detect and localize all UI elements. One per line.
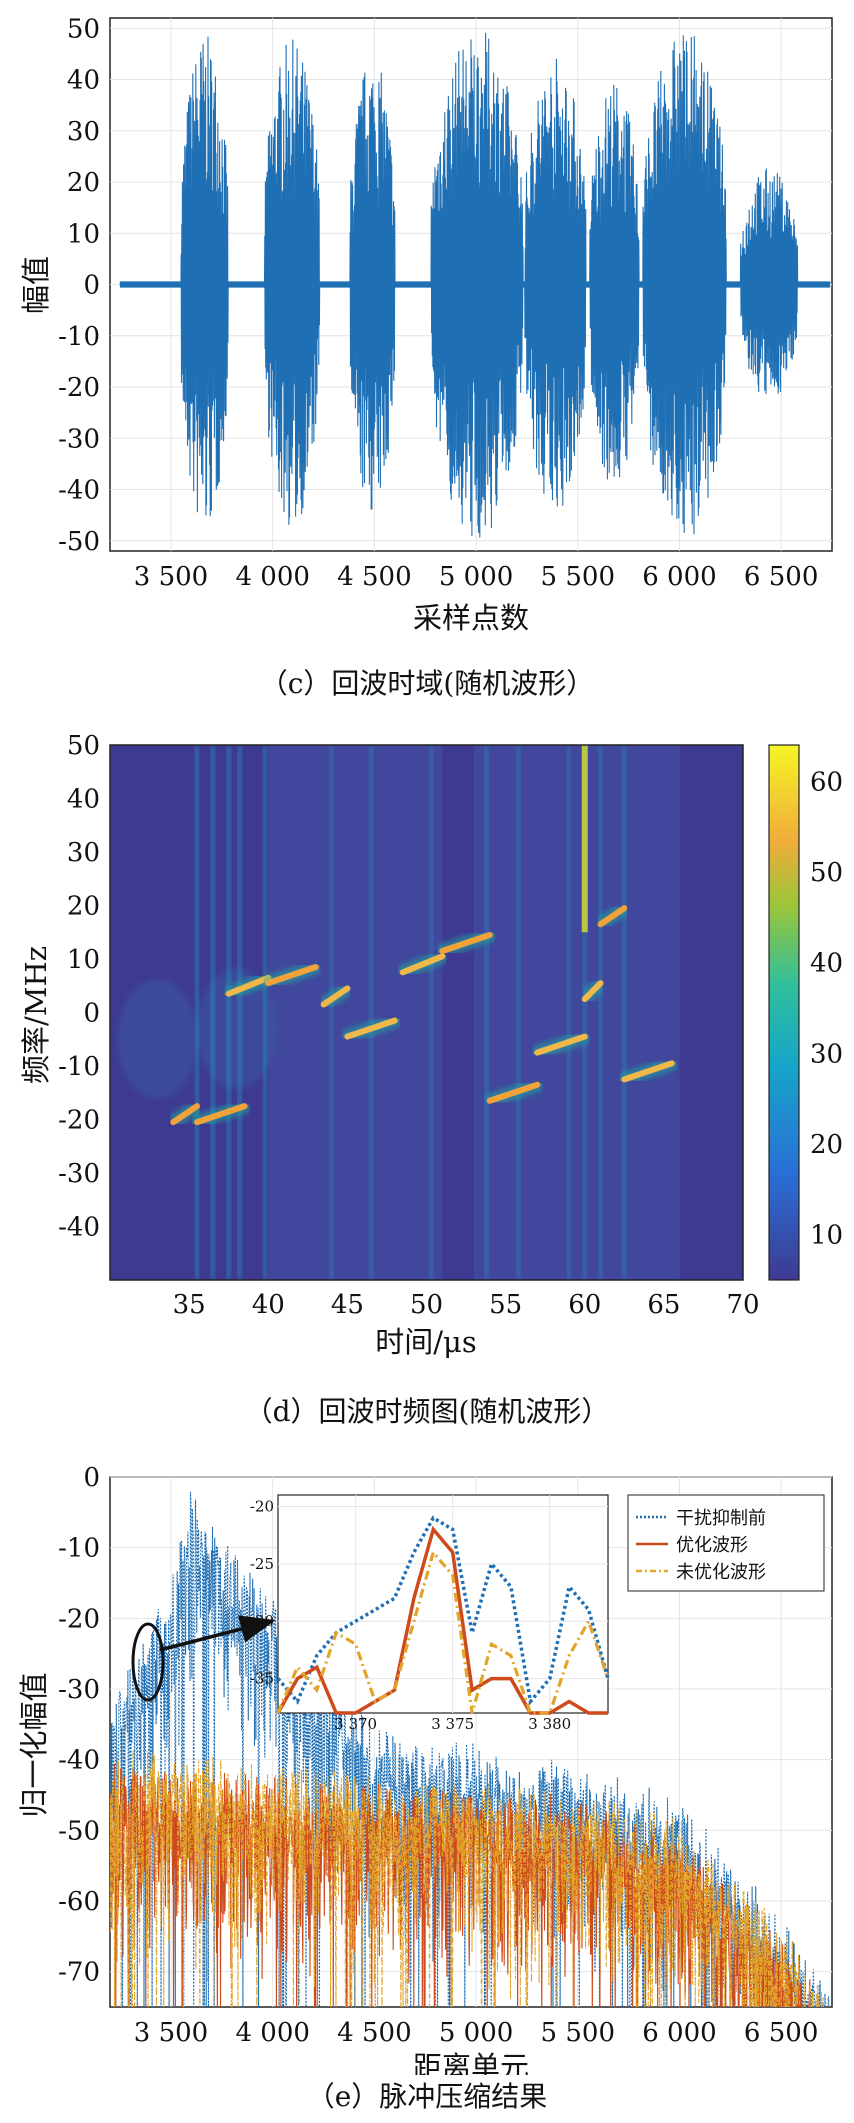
- legend: 干扰抑制前 优化波形 未优化波形: [627, 1494, 825, 1592]
- d-ytick-label: -20: [58, 1106, 100, 1136]
- d-ytick-label: 10: [67, 945, 100, 975]
- highlight-ellipse: [131, 1622, 165, 1702]
- e-xtick-label: 4 500: [337, 2018, 411, 2048]
- inset-ytick-label: -20: [250, 1497, 274, 1515]
- d-ytick-label: -10: [58, 1052, 100, 1082]
- pulse-compression-chart: -20 -25 -30 -35 3 370 3 375 3 380 干扰抑制前 优化波形 …: [17, 1463, 833, 2075]
- colorbar: [768, 744, 800, 1281]
- c-ylabel: 幅值: [19, 256, 53, 314]
- time-frequency-chart: 60 50 40 30 20 10 50 40 30 20 10 0 -10 -20 -30 -40 35 4…: [19, 731, 843, 1359]
- d-ytick-label: 40: [67, 785, 100, 815]
- c-ytick-label: -40: [58, 476, 100, 506]
- inset-ytick-label: -25: [250, 1555, 274, 1573]
- colorbar-tick-label: 30: [810, 1039, 843, 1069]
- e-ytick-label: -30: [58, 1675, 100, 1705]
- d-xtick-label: 35: [173, 1290, 206, 1320]
- time-domain-chart: 50 40 30 20 10 0 -10 -20 -30 -40 -50 3 500 4 000 4 5…: [19, 14, 833, 635]
- c-xtick-label: 6 500: [744, 562, 818, 592]
- d-ytick-label: 50: [67, 731, 100, 761]
- d-ytick-label: -30: [58, 1159, 100, 1189]
- caption-c: （c）回波时域(随机波形）: [259, 667, 595, 700]
- inset-zoom: -20 -25 -30 -35 3 370 3 375 3 380: [250, 1494, 610, 1733]
- colorbar-tick-label: 40: [810, 949, 843, 979]
- echo-waveform: [119, 32, 831, 538]
- inset-xtick-label: 3 370: [334, 1715, 377, 1733]
- inset-series-3: [276, 1549, 610, 1715]
- c-xtick-label: 3 500: [134, 562, 208, 592]
- d-xtick-label: 55: [489, 1290, 522, 1320]
- inset-xtick-label: 3 375: [431, 1715, 474, 1733]
- legend-item-3: 未优化波形: [676, 1562, 766, 1583]
- c-ytick-label: -30: [58, 424, 100, 454]
- e-xtick-label: 5 500: [541, 2018, 615, 2048]
- legend-item-1: 干扰抑制前: [676, 1508, 766, 1529]
- d-xtick-label: 70: [726, 1290, 759, 1320]
- c-ytick-label: 50: [67, 14, 100, 44]
- d-xlabel: 时间/μs: [375, 1325, 477, 1359]
- e-ytick-label: -10: [58, 1534, 100, 1564]
- e-xtick-label: 5 000: [439, 2018, 513, 2048]
- d-xtick-label: 45: [331, 1290, 364, 1320]
- d-ytick-label: 0: [83, 999, 100, 1029]
- colorbar-tick-label: 50: [810, 858, 843, 888]
- c-xtick-label: 5 500: [541, 562, 615, 592]
- inset-xtick-label: 3 380: [528, 1715, 571, 1733]
- d-xtick-label: 60: [568, 1290, 601, 1320]
- e-xtick-label: 4 000: [235, 2018, 309, 2048]
- caption-e: （e）脉冲压缩结果: [306, 2080, 548, 2113]
- series-unoptimized: [110, 1749, 824, 2007]
- e-ylabel: 归一化幅值: [17, 1672, 51, 1817]
- colorbar-tick-label: 10: [810, 1221, 843, 1251]
- c-xtick-label: 6 000: [642, 562, 716, 592]
- c-ytick-label: 30: [67, 117, 100, 147]
- e-xtick-label: 3 500: [134, 2018, 208, 2048]
- e-ytick-label: -60: [58, 1887, 100, 1917]
- inset-ytick-label: -30: [250, 1612, 274, 1630]
- e-xtick-label: 6 500: [744, 2018, 818, 2048]
- d-xtick-label: 40: [252, 1290, 285, 1320]
- d-ytick-label: 20: [67, 892, 100, 922]
- c-xtick-label: 4 000: [235, 562, 309, 592]
- c-ytick-label: -20: [58, 373, 100, 403]
- inset-ytick-label: -35: [250, 1670, 274, 1688]
- c-ytick-label: 0: [83, 271, 100, 301]
- inset-series-2: [276, 1525, 608, 1715]
- c-ytick-label: 20: [67, 168, 100, 198]
- c-xlabel: 采样点数: [413, 601, 529, 635]
- e-ytick-label: -40: [58, 1746, 100, 1776]
- e-ytick-label: -70: [58, 1958, 100, 1988]
- e-ytick-label: -50: [58, 1816, 100, 1846]
- e-ytick-label: -20: [58, 1604, 100, 1634]
- legend-item-2: 优化波形: [676, 1535, 748, 1556]
- colorbar-tick-label: 60: [810, 767, 843, 797]
- c-ytick-label: -10: [58, 322, 100, 352]
- d-xtick-label: 65: [647, 1290, 680, 1320]
- colorbar-tick-label: 20: [810, 1130, 843, 1160]
- d-ytick-label: 30: [67, 838, 100, 868]
- e-xtick-label: 6 000: [642, 2018, 716, 2048]
- d-ylabel: 频率/MHz: [19, 946, 53, 1084]
- c-ytick-label: -50: [58, 527, 100, 557]
- c-ytick-label: 10: [67, 219, 100, 249]
- e-ytick-label: 0: [83, 1463, 100, 1493]
- c-xtick-label: 5 000: [439, 562, 513, 592]
- caption-d: （d）回波时频图(随机波形）: [244, 1395, 610, 1428]
- zoom-arrow: [159, 1615, 276, 1652]
- d-xtick-label: 50: [410, 1290, 443, 1320]
- c-ytick-label: 40: [67, 66, 100, 96]
- c-xtick-label: 4 500: [337, 562, 411, 592]
- e-xlabel: 距离单元: [413, 2050, 529, 2075]
- d-ytick-label: -40: [58, 1213, 100, 1243]
- inset-series-1: [276, 1515, 610, 1706]
